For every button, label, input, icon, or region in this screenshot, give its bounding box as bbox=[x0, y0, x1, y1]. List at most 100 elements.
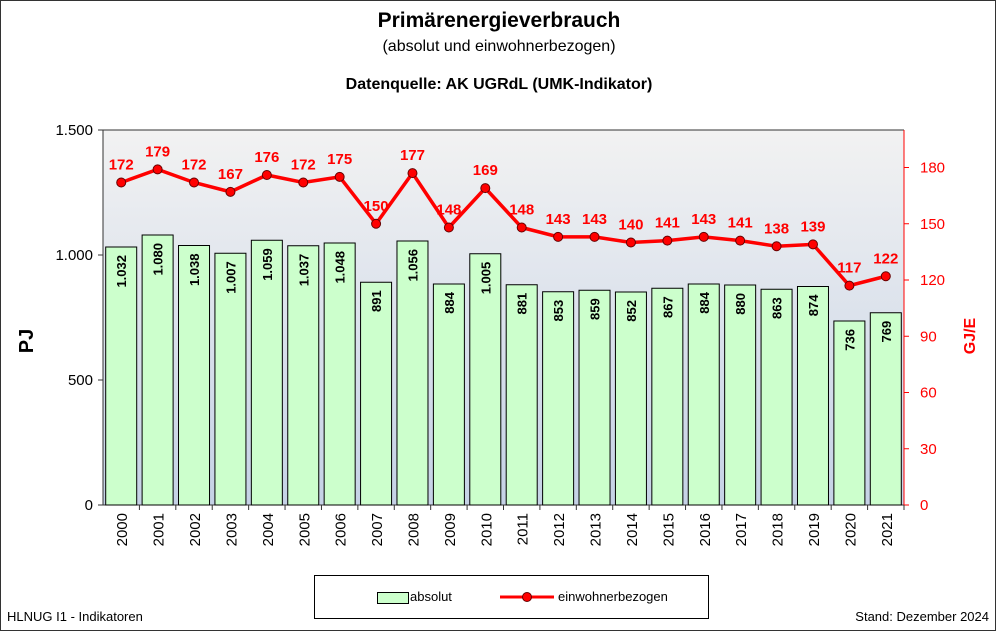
bar-value-label: 1.038 bbox=[187, 254, 202, 287]
x-tick-label: 2004 bbox=[260, 513, 277, 546]
y-tick-label: 0 bbox=[85, 497, 93, 514]
bar bbox=[360, 281, 393, 506]
bar bbox=[432, 283, 465, 506]
bar bbox=[105, 246, 138, 506]
y2-tick-label: 0 bbox=[920, 497, 928, 514]
line-point bbox=[261, 170, 272, 180]
line-point bbox=[480, 183, 491, 194]
bar bbox=[505, 284, 538, 506]
y2-axis-label: GJ/E bbox=[962, 317, 979, 354]
bar-value-label: 884 bbox=[442, 291, 457, 313]
bar bbox=[323, 242, 356, 506]
x-tick-label: 2020 bbox=[842, 513, 859, 546]
bar bbox=[542, 291, 575, 506]
y2-tick-label: 150 bbox=[920, 216, 945, 233]
x-tick-label: 2012 bbox=[551, 513, 568, 546]
line-point bbox=[443, 222, 454, 233]
line-value-label: 177 bbox=[400, 147, 425, 164]
line-value-label: 175 bbox=[327, 151, 352, 168]
chart-subtitle: (absolut und einwohnerbezogen) bbox=[382, 38, 616, 55]
line-point bbox=[807, 239, 818, 250]
line-point bbox=[152, 164, 163, 175]
line-value-label: 172 bbox=[109, 157, 134, 174]
bar-value-label: 863 bbox=[770, 297, 785, 319]
line-value-label: 143 bbox=[691, 211, 716, 228]
bar-value-label: 1.080 bbox=[151, 243, 166, 276]
line-value-label: 143 bbox=[546, 211, 571, 228]
line-point bbox=[625, 237, 636, 248]
legend-label-absolut: absolut bbox=[410, 589, 452, 604]
bar-value-label: 1.007 bbox=[223, 261, 238, 294]
bar bbox=[178, 245, 211, 506]
bar bbox=[578, 289, 611, 506]
line-value-label: 141 bbox=[728, 215, 753, 232]
bar-value-label: 1.005 bbox=[478, 262, 493, 295]
x-tick-label: 2021 bbox=[879, 513, 896, 546]
line-point bbox=[771, 241, 782, 252]
x-tick-label: 2002 bbox=[187, 513, 204, 546]
line-value-label: 176 bbox=[254, 149, 279, 166]
x-tick-label: 2008 bbox=[405, 513, 422, 546]
bar bbox=[833, 320, 866, 506]
chart-title: Primärenergieverbrauch bbox=[377, 9, 621, 32]
x-tick-label: 2000 bbox=[114, 513, 131, 546]
bar bbox=[796, 286, 829, 506]
footer-right: Stand: Dezember 2024 bbox=[855, 609, 989, 624]
bar bbox=[396, 240, 429, 506]
bar bbox=[141, 234, 174, 506]
bar-value-label: 880 bbox=[733, 293, 748, 315]
bar-value-label: 1.037 bbox=[296, 254, 311, 287]
line-value-label: 167 bbox=[218, 166, 243, 183]
line-point bbox=[189, 177, 200, 188]
line-point bbox=[589, 231, 600, 242]
bar bbox=[760, 288, 793, 506]
line-point bbox=[225, 186, 236, 197]
bar-value-label: 881 bbox=[515, 293, 530, 315]
line-value-label: 138 bbox=[764, 220, 789, 237]
bar bbox=[687, 283, 720, 506]
line-point bbox=[735, 235, 746, 246]
line-point bbox=[844, 280, 855, 291]
bar bbox=[869, 312, 902, 506]
line-point bbox=[698, 231, 709, 242]
line-point bbox=[298, 177, 309, 188]
line-value-label: 148 bbox=[436, 202, 461, 219]
line-value-label: 148 bbox=[509, 202, 534, 219]
x-tick-label: 2017 bbox=[733, 513, 750, 546]
line-point bbox=[880, 271, 891, 282]
line-point bbox=[116, 177, 127, 188]
x-tick-label: 2005 bbox=[296, 513, 313, 546]
bar-value-label: 1.056 bbox=[405, 249, 420, 282]
x-tick-label: 2010 bbox=[478, 513, 495, 546]
x-tick-label: 2019 bbox=[806, 513, 823, 546]
x-tick-label: 2013 bbox=[588, 513, 605, 546]
bar-value-label: 1.048 bbox=[333, 251, 348, 284]
bar-value-label: 859 bbox=[588, 298, 603, 320]
bar-value-label: 1.059 bbox=[260, 248, 275, 281]
bar bbox=[469, 253, 502, 506]
line-value-label: 117 bbox=[837, 260, 861, 277]
line-point bbox=[553, 231, 564, 242]
bar-value-label: 874 bbox=[806, 294, 821, 316]
line-value-label: 172 bbox=[291, 157, 316, 174]
line-point bbox=[407, 168, 418, 179]
bar-value-label: 736 bbox=[842, 329, 857, 351]
y-tick-label: 500 bbox=[68, 372, 93, 389]
bar bbox=[287, 245, 320, 506]
footer-left: HLNUG I1 - Indikatoren bbox=[7, 609, 143, 624]
line-point bbox=[371, 218, 382, 229]
legend-label-einwohnerbezogen: einwohnerbezogen bbox=[558, 589, 668, 604]
y-tick-label: 1.000 bbox=[55, 247, 93, 264]
bar-value-label: 1.032 bbox=[114, 255, 129, 288]
y2-tick-label: 90 bbox=[920, 328, 937, 345]
y-axis-label: PJ bbox=[16, 329, 38, 353]
line-value-label: 122 bbox=[873, 250, 898, 267]
x-tick-label: 2018 bbox=[770, 513, 787, 546]
legend: absolut einwohnerbezogen bbox=[314, 575, 709, 619]
line-value-label: 150 bbox=[364, 198, 389, 215]
bar-value-label: 867 bbox=[660, 296, 675, 318]
bar bbox=[614, 291, 647, 506]
legend-bar-swatch bbox=[377, 592, 409, 604]
